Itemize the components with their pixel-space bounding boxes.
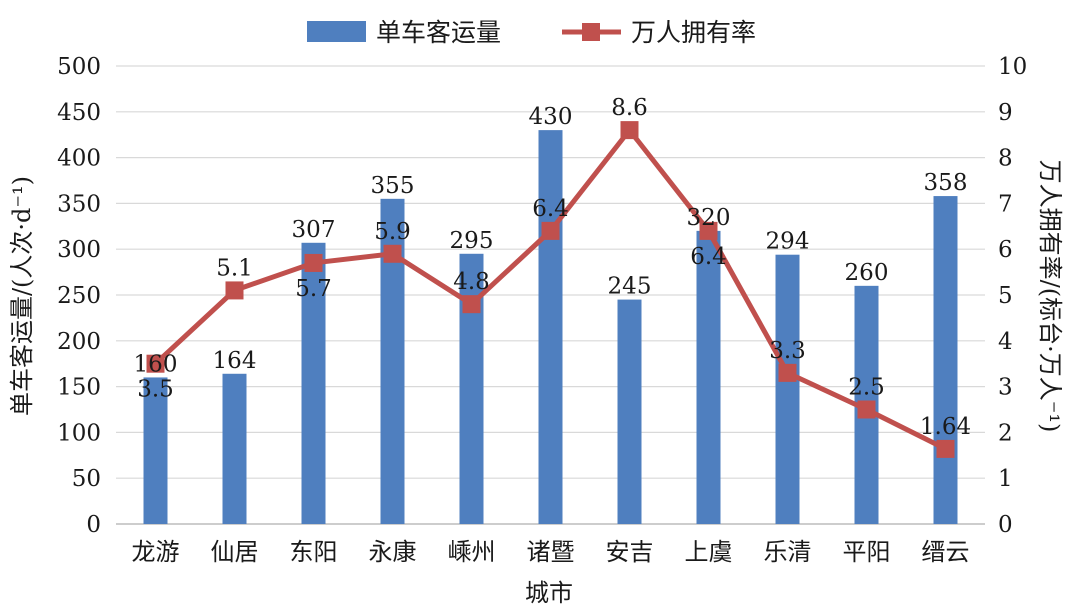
y-right-tick-label: 1 [998,466,1013,492]
bar-value-label: 260 [845,260,889,286]
y-left-tick-label: 50 [72,466,101,492]
x-category-label: 永康 [369,538,417,566]
bar-value-label: 430 [529,104,573,130]
y-left-tick-label: 400 [57,146,101,172]
line-value-label: 8.6 [611,95,648,121]
bar [301,242,326,524]
y-right-tick-label: 10 [998,54,1027,80]
y-right-tick-label: 9 [998,100,1013,126]
line-value-label: 2.5 [848,375,885,401]
line-marker [699,221,718,240]
bar-value-label: 358 [924,170,968,196]
y-right-tick-label: 5 [998,283,1013,309]
x-axis-title: 城市 [525,579,573,607]
bar-value-label: 160 [134,351,178,377]
bar [222,373,247,524]
line-marker [936,439,955,458]
line-value-label: 1.64 [920,414,971,440]
line-value-label: 6.4 [690,244,727,270]
bar-value-label: 245 [608,274,652,300]
line-marker [146,354,165,373]
line-value-label: 3.3 [769,338,806,364]
bar-value-label: 355 [371,173,415,199]
x-category-label: 诸暨 [527,538,575,566]
bar-value-label: 307 [292,217,336,243]
bar-value-label: 164 [213,348,257,374]
x-category-label: 龙游 [132,538,180,566]
data-labels: 160 164 307 355 295 430 245 320 294 260 358 3.5 5.1 5… [134,95,972,440]
line-marker [857,400,876,419]
line-value-label: 6.4 [532,196,569,222]
x-category-label: 安吉 [606,538,654,566]
line-value-label: 3.5 [137,377,174,403]
bar-value-label: 295 [450,228,494,254]
y-right-tick-label: 8 [998,146,1013,172]
legend-swatch-marker [582,23,600,41]
line-value-label: 4.8 [453,269,490,295]
y-left-tick-label: 500 [57,54,101,80]
line-value-label: 5.7 [295,276,332,302]
x-category-label: 平阳 [843,538,891,566]
bars [143,130,958,525]
bar [696,230,721,524]
x-category-label: 仙居 [211,538,259,566]
bar [933,196,958,524]
y-axis-left-title: 单车客运量/(人次·d⁻¹) [8,176,36,416]
x-category-label: 上虞 [685,538,733,566]
legend-label-line: 万人拥有率 [631,18,756,47]
line-series [146,121,955,458]
x-category-label: 东阳 [290,538,338,566]
y-right-tick-label: 4 [998,329,1013,355]
y-right-tick-label: 6 [998,237,1013,263]
y-left-tick-label: 150 [57,375,101,401]
line-marker [778,363,797,382]
bar [775,254,800,525]
line-marker [225,281,244,300]
y-right-tick-label: 3 [998,375,1013,401]
y-left-tick-label: 0 [86,512,101,538]
y-left-tick-label: 350 [57,191,101,217]
bar [143,377,168,524]
y-left-tick-label: 200 [57,329,101,355]
line-marker [383,244,402,263]
y-left-tick-label: 250 [57,283,101,309]
y-left-tick-label: 450 [57,100,101,126]
y-left-tick-label: 300 [57,237,101,263]
line-marker [620,121,639,140]
y-right-tick-label: 0 [998,512,1013,538]
y-right-tick-label: 2 [998,420,1013,446]
bar-value-label: 320 [687,205,731,231]
x-category-label: 缙云 [922,538,970,566]
y-axis-right-title: 万人拥有率/(标台·万人⁻¹) [1036,160,1064,433]
y-left-tick-label: 100 [57,420,101,446]
y-right-tick-label: 7 [998,191,1013,217]
line-value-label: 5.1 [216,255,253,281]
bar [617,299,642,524]
x-category-label: 嵊州 [448,538,496,566]
line-marker [304,253,323,272]
legend-label-bar: 单车客运量 [376,18,501,47]
legend-swatch-bar [307,21,366,42]
line-value-label: 5.9 [374,219,411,245]
bar [538,130,563,524]
line-marker [462,295,481,314]
line-marker [541,221,560,240]
x-category-label: 乐清 [764,538,812,566]
bar-value-label: 294 [766,229,810,255]
axis-ticks: 0 50 100 150 200 250 300 350 400 450 500 0 1 2 3 4 5 6 7 8 9… [57,54,1027,566]
legend: 单车客运量 万人拥有率 [307,18,756,47]
